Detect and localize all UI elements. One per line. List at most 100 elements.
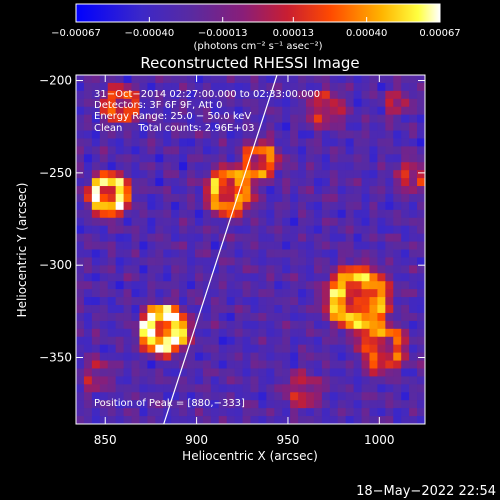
heatmap-cell — [187, 233, 196, 243]
heatmap-cell — [91, 320, 101, 330]
heatmap-cell — [226, 416, 236, 424]
heatmap-cell — [202, 241, 212, 251]
heatmap-cell — [385, 273, 394, 282]
heatmap-cell — [171, 233, 180, 243]
heatmap-cell — [409, 114, 418, 124]
heatmap-cell — [218, 138, 228, 147]
heatmap-cell — [345, 122, 355, 132]
heatmap-cell — [353, 297, 363, 306]
heatmap-cell — [115, 320, 125, 330]
heatmap-cell — [107, 289, 117, 298]
heatmap-cell — [234, 146, 244, 155]
heatmap-cell — [123, 114, 133, 124]
heatmap-cell — [147, 320, 156, 330]
heatmap-cell — [155, 249, 164, 259]
heatmap-cell — [187, 106, 196, 116]
heatmap-cell — [306, 162, 315, 171]
heatmap-cell — [91, 328, 101, 338]
heatmap-cell — [179, 257, 188, 266]
y-tick-label: −250 — [39, 166, 72, 180]
heatmap-cell — [361, 146, 371, 155]
heatmap-cell — [298, 416, 307, 424]
heatmap-cell — [321, 289, 331, 298]
heatmap-cell — [409, 360, 418, 370]
heatmap-cell — [369, 75, 379, 84]
heatmap-cell — [417, 178, 425, 187]
heatmap-cell — [107, 130, 117, 140]
heatmap-cell — [353, 146, 363, 155]
heatmap-cell — [210, 265, 220, 274]
heatmap-cell — [218, 336, 228, 346]
heatmap-cell — [274, 186, 283, 195]
heatmap-cell — [290, 186, 299, 195]
heatmap-cell — [91, 416, 101, 424]
heatmap-cell — [107, 241, 117, 251]
heatmap-cell — [155, 312, 164, 322]
heatmap-cell — [337, 352, 347, 362]
heatmap-cell — [83, 312, 93, 322]
heatmap-cell — [393, 201, 402, 211]
heatmap-cell — [282, 233, 291, 243]
heatmap-cell — [194, 98, 204, 108]
heatmap-cell — [218, 186, 228, 195]
heatmap-cell — [171, 193, 180, 203]
heatmap-cell — [274, 178, 283, 187]
heatmap-cell — [393, 297, 402, 306]
heatmap-cell — [401, 90, 410, 100]
heatmap-cell — [131, 281, 141, 290]
heatmap-cell — [115, 281, 125, 290]
heatmap-cell — [274, 201, 283, 211]
heatmap-cell — [226, 162, 236, 171]
heatmap-cell — [282, 376, 291, 385]
heatmap-cell — [187, 193, 196, 203]
heatmap-cell — [353, 154, 363, 163]
heatmap-cell — [393, 384, 402, 393]
heatmap-cell — [290, 344, 299, 354]
heatmap-cell — [187, 154, 196, 163]
heatmap-cell — [218, 122, 228, 132]
heatmap-cell — [234, 114, 244, 124]
heatmap-cell — [258, 138, 267, 147]
heatmap-cell — [282, 209, 291, 219]
heatmap-cell — [250, 328, 260, 338]
heatmap-cell — [187, 265, 196, 274]
heatmap-cell — [258, 408, 267, 417]
heatmap-cell — [337, 178, 347, 187]
heatmap-cell — [298, 170, 307, 179]
heatmap-cell — [234, 162, 244, 171]
heatmap-cell — [171, 320, 180, 330]
heatmap-cell — [306, 114, 315, 124]
heatmap-cell — [250, 170, 260, 179]
heatmap-cell — [298, 352, 307, 362]
heatmap-cell — [329, 281, 339, 290]
heatmap-cell — [131, 186, 141, 195]
heatmap-cell — [131, 384, 141, 393]
heatmap-cell — [194, 320, 204, 330]
heatmap-cell — [353, 305, 363, 314]
heatmap-cell — [282, 344, 291, 354]
heatmap-cell — [171, 305, 180, 314]
heatmap-cell — [409, 400, 418, 409]
heatmap-cell — [313, 344, 323, 354]
heatmap-cell — [202, 209, 212, 219]
heatmap-cell — [353, 312, 363, 322]
heatmap-cell — [337, 257, 347, 266]
heatmap-cell — [187, 305, 196, 314]
heatmap-cell — [377, 265, 386, 274]
heatmap-cell — [155, 233, 164, 243]
heatmap-cell — [313, 90, 323, 100]
heatmap-cell — [139, 392, 148, 401]
heatmap-cell — [361, 225, 371, 235]
heatmap-cell — [298, 98, 307, 108]
heatmap-cell — [171, 265, 180, 274]
heatmap-cell — [361, 289, 371, 298]
heatmap-cell — [353, 75, 363, 84]
heatmap-cell — [179, 162, 188, 171]
heatmap-cell — [91, 82, 101, 92]
heatmap-cell — [361, 209, 371, 219]
heatmap-cell — [290, 392, 299, 401]
heatmap-cell — [234, 289, 244, 298]
heatmap-cell — [99, 344, 109, 354]
heatmap-cell — [91, 400, 101, 409]
heatmap-cell — [163, 305, 172, 314]
